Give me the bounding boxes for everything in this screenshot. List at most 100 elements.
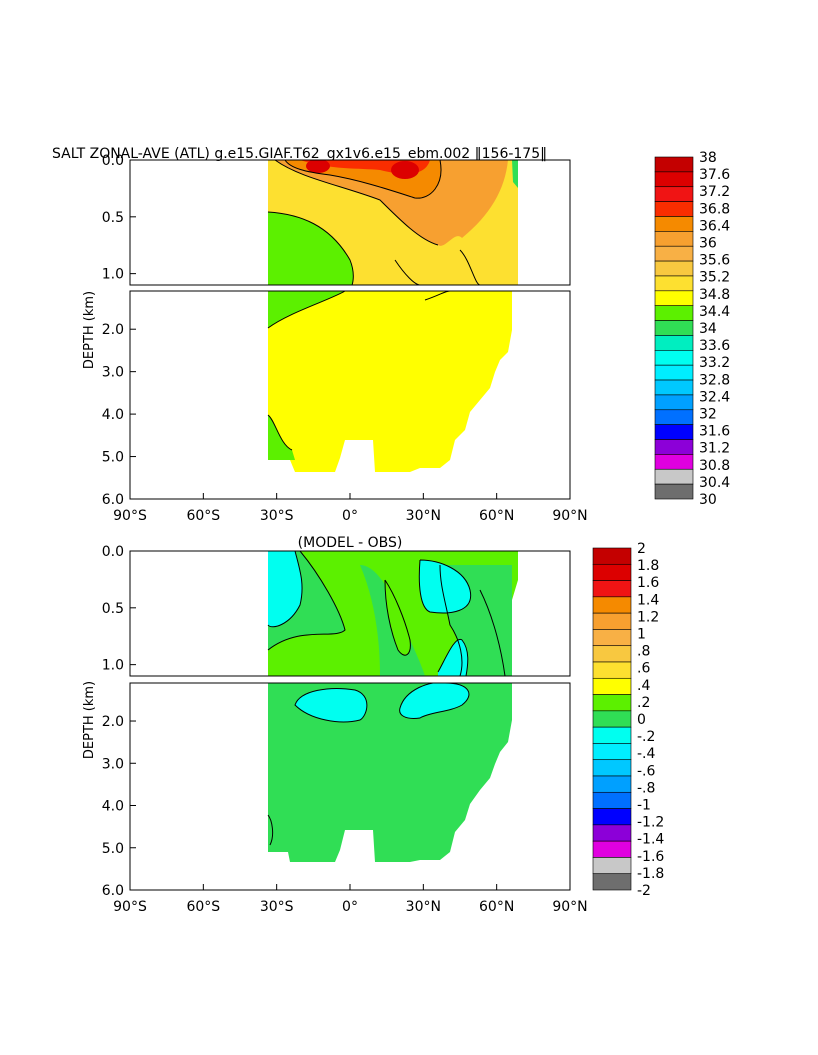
colorbar-label: .2 bbox=[637, 695, 650, 711]
colorbar-swatch bbox=[654, 364, 694, 381]
colorbar-label: -.2 bbox=[637, 729, 655, 745]
y-tick-label: 5.0 bbox=[102, 450, 124, 466]
chart-1-title: SALT ZONAL-AVE (ATL) g.e15.GIAF.T62_gx1v… bbox=[52, 146, 547, 162]
chart-1-ylabel: DEPTH (km) bbox=[82, 291, 97, 369]
colorbar-swatch bbox=[654, 409, 694, 425]
y-tick-label: 3.0 bbox=[102, 756, 124, 772]
colorbar-swatch bbox=[654, 483, 694, 500]
colorbar-label: 30.8 bbox=[699, 458, 730, 474]
y-tick-label: 2.0 bbox=[102, 714, 124, 730]
y-tick-label: 6.0 bbox=[102, 883, 124, 899]
colorbar-swatch bbox=[592, 661, 632, 679]
x-tick-label: 30°N bbox=[406, 899, 441, 915]
colorbar-swatch bbox=[592, 791, 632, 809]
y-tick-label: 6.0 bbox=[102, 492, 124, 508]
colorbar-swatch bbox=[592, 612, 632, 630]
colorbar-swatch bbox=[592, 726, 632, 744]
colorbar-label: -1.8 bbox=[637, 866, 664, 882]
diff-upper-pos-1 bbox=[385, 580, 411, 656]
diff-upper-neg-2 bbox=[419, 560, 471, 613]
colorbar-swatch bbox=[654, 186, 694, 202]
colorbar-label: 1.6 bbox=[637, 575, 659, 591]
colorbar-swatch bbox=[654, 216, 694, 232]
colorbar-label: -.6 bbox=[637, 763, 656, 779]
colorbar-swatch bbox=[592, 808, 632, 826]
diff-upper-contours bbox=[267, 551, 506, 676]
chart-2-y-axis: 0.0 0.5 1.0 2.0 3.0 4.0 5.0 6.0 bbox=[102, 544, 136, 899]
colorbar-swatch bbox=[654, 335, 694, 351]
colorbar-swatch bbox=[592, 710, 632, 728]
colorbar-swatch bbox=[592, 563, 632, 581]
chart-1-upper-frame bbox=[129, 159, 571, 286]
y-tick-label: 5.0 bbox=[102, 841, 124, 857]
colorbar-label: -1.6 bbox=[637, 849, 664, 865]
diff-lower-contours bbox=[267, 683, 470, 846]
upper-max-1 bbox=[306, 160, 330, 173]
x-tick-label: 0° bbox=[342, 508, 358, 524]
diff-lower-neg-2 bbox=[399, 683, 469, 719]
colorbar-label: 33.2 bbox=[699, 355, 730, 371]
colorbar-label: 31.2 bbox=[699, 441, 730, 457]
colorbar-label: 32.4 bbox=[699, 389, 730, 405]
colorbar-label: .8 bbox=[637, 644, 650, 660]
colorbar-swatch bbox=[654, 156, 694, 173]
y-tick-label: 0.5 bbox=[102, 210, 124, 226]
colorbar-label: 36 bbox=[699, 236, 717, 252]
x-tick-label: 60°S bbox=[186, 899, 220, 915]
chart-2-upper-panel bbox=[267, 551, 518, 676]
y-tick-label: 3.0 bbox=[102, 365, 124, 381]
x-tick-label: 30°S bbox=[260, 899, 294, 915]
y-tick-label: 1.0 bbox=[102, 658, 124, 674]
colorbar-label: -.4 bbox=[637, 746, 656, 762]
x-tick-label: 90°N bbox=[552, 508, 587, 524]
y-tick-label: 0.0 bbox=[102, 544, 124, 560]
lower-fill-green-top bbox=[268, 291, 345, 328]
colorbar-label: 37.6 bbox=[699, 167, 730, 183]
colorbar-swatch bbox=[654, 379, 694, 396]
chart-2-lower-panel bbox=[267, 683, 512, 862]
colorbar-swatch bbox=[592, 596, 632, 614]
colorbar-swatch bbox=[654, 320, 694, 336]
colorbar-label: 2 bbox=[637, 541, 646, 557]
colorbar-swatch bbox=[592, 629, 632, 647]
colorbar-label: 34.8 bbox=[699, 287, 730, 303]
colorbar-swatch bbox=[654, 201, 694, 217]
colorbar-label: 1.8 bbox=[637, 558, 659, 574]
colorbar-label: 30 bbox=[699, 492, 717, 508]
colorbar-label: 35.6 bbox=[699, 253, 730, 269]
chart-2-upper-frame bbox=[129, 550, 571, 677]
y-tick-label: 0.0 bbox=[102, 153, 124, 169]
colorbar-label: 1.4 bbox=[637, 592, 659, 608]
chart-2-colorbar: 21.81.61.41.21.8.6.4.20-.2-.4-.6-.8-1-1.… bbox=[592, 541, 664, 899]
colorbar-swatch bbox=[654, 231, 694, 247]
upper-fresh-east bbox=[512, 160, 518, 188]
colorbar-swatch bbox=[592, 547, 632, 565]
colorbar-label: -1.2 bbox=[637, 815, 664, 831]
colorbar-swatch bbox=[654, 275, 694, 292]
y-tick-label: 4.0 bbox=[102, 407, 124, 423]
colorbar-swatch bbox=[592, 677, 632, 695]
x-tick-label: 60°N bbox=[479, 508, 514, 524]
colorbar-swatch bbox=[592, 824, 632, 842]
colorbar-swatch bbox=[654, 350, 694, 366]
colorbar-swatch bbox=[592, 580, 632, 598]
diff-lower-base bbox=[268, 683, 512, 862]
colorbar-label: 36.8 bbox=[699, 201, 730, 217]
upper-contours bbox=[267, 160, 481, 285]
chart-2-title: (MODEL - OBS) bbox=[298, 535, 403, 551]
colorbar-swatch bbox=[592, 775, 632, 793]
y-tick-label: 2.0 bbox=[102, 322, 124, 338]
colorbar-swatch bbox=[654, 305, 694, 321]
colorbar-label: 32.8 bbox=[699, 372, 730, 388]
colorbar-label: 38 bbox=[699, 150, 717, 166]
colorbar-label: -.8 bbox=[637, 780, 655, 796]
colorbar-label: 34 bbox=[699, 321, 717, 337]
x-tick-label: 30°S bbox=[260, 508, 294, 524]
colorbar-label: -1.4 bbox=[637, 832, 664, 848]
x-tick-label: 60°S bbox=[186, 508, 220, 524]
chart-1-upper-panel bbox=[267, 160, 518, 285]
colorbar-swatch bbox=[592, 645, 632, 663]
colorbar-label: .4 bbox=[637, 678, 650, 694]
colorbar-label: .6 bbox=[637, 661, 650, 677]
